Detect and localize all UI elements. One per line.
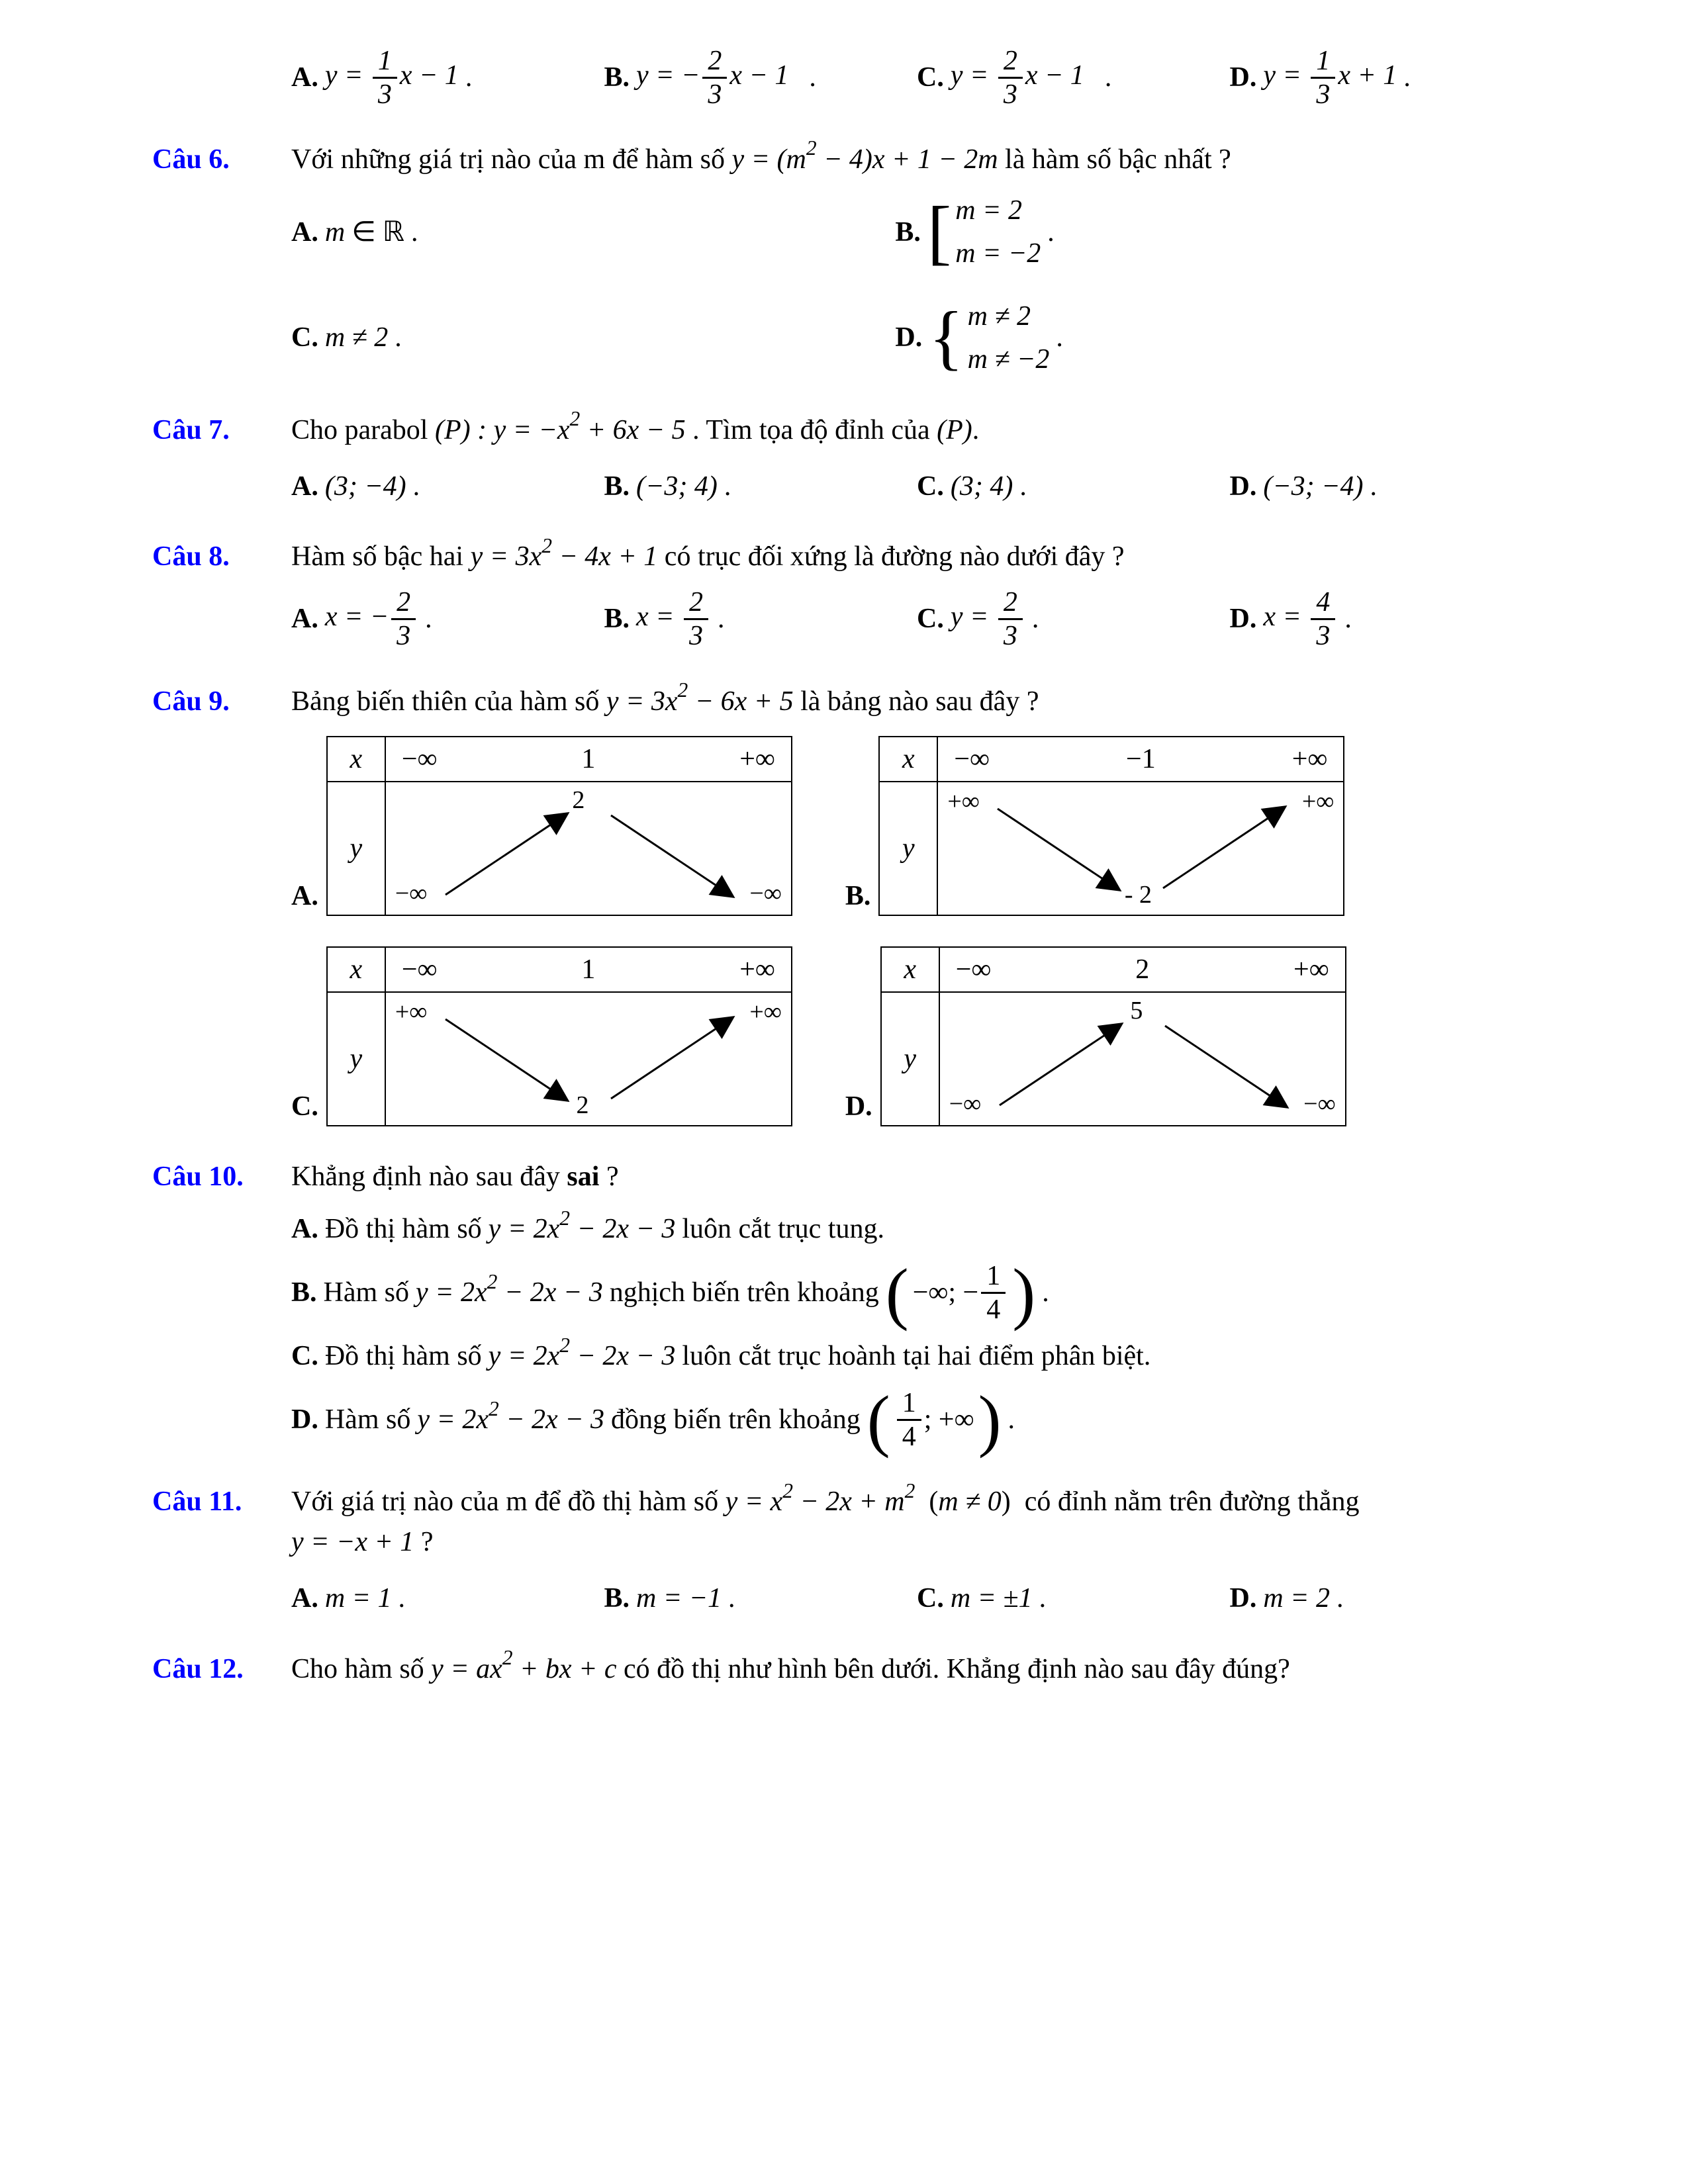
q5-opt-d: D. y = 13x + 1 .	[1230, 46, 1536, 109]
q8: Câu 8. Hàm số bậc hai y = 3x2 − 4x + 1 c…	[152, 537, 1536, 651]
q5-options: A. y = 13x − 1 . B. y = −23x − 1 . C. y …	[291, 46, 1536, 109]
chart-up-icon	[386, 993, 790, 1125]
q11-options: A. m = 1 . B. m = −1 . C. m = ±1 . D. m …	[291, 1578, 1536, 1619]
q9-lbl-b: B.	[845, 876, 871, 917]
q5-opt-c: C. y = 23x − 1 .	[917, 46, 1223, 109]
q8-opt-d: D. x = 43.	[1230, 588, 1536, 651]
q10-opt-a: A. Đồ thị hàm số y = 2x2 − 2x − 3 luôn c…	[291, 1209, 1536, 1250]
q9-table-d: x −∞ 2 +∞ y 5 −∞ −∞	[880, 946, 1346, 1126]
q5-opt-b: B. y = −23x − 1 .	[604, 46, 911, 109]
q6-opt-a: A. m ∈ ℝ .	[291, 191, 888, 274]
q9-lbl-a: A.	[291, 876, 318, 917]
q12: Câu 12. Cho hàm số y = ax2 + bx + c có đ…	[152, 1649, 1536, 1700]
q10-opt-c: C. Đồ thị hàm số y = 2x2 − 2x − 3 luôn c…	[291, 1336, 1536, 1377]
q6-opt-b: B. [ m = 2 m = −2 .	[895, 191, 1492, 274]
q9-label: Câu 9.	[152, 682, 291, 722]
q10: Câu 10. Khẳng định nào sau đây sai ? A. …	[152, 1157, 1536, 1451]
q11-opt-c: C. m = ±1 .	[917, 1578, 1223, 1619]
q7-label: Câu 7.	[152, 410, 291, 451]
q6-opt-d: D. { m ≠ 2 m ≠ −2 .	[895, 296, 1492, 380]
q11: Câu 11. Với giá trị nào của m để đồ thị …	[152, 1482, 1536, 1619]
q11-opt-b: B. m = −1 .	[604, 1578, 911, 1619]
q10-label: Câu 10.	[152, 1157, 291, 1197]
q9-prompt: Bảng biến thiên của hàm số y = 3x2 − 6x …	[291, 682, 1536, 722]
q11-prompt: Với giá trị nào của m để đồ thị hàm số y…	[291, 1482, 1536, 1563]
q7-options: A. (3; −4) . B.(−3; 4) . C.(3; 4) . D. (…	[291, 467, 1536, 507]
q8-opt-b: B. x = 23.	[604, 588, 911, 651]
q9-row2: C. x −∞ 1 +∞ y +∞ +∞	[291, 946, 1536, 1126]
q10-opt-d: D. Hàm số y = 2x2 − 2x − 3 đồng biến trê…	[291, 1388, 1536, 1451]
q5-opt-a: A. y = 13x − 1 .	[291, 46, 598, 109]
q9-table-b: x −∞ −1 +∞ y +∞ +∞ - 2	[878, 736, 1344, 916]
q6: Câu 6. Với những giá trị nào của m để hà…	[152, 140, 1536, 379]
q9-table-a: x −∞ 1 +∞ y 2 −∞ −∞	[326, 736, 792, 916]
q7-opt-c: C.(3; 4) .	[917, 467, 1223, 507]
q8-opt-c: C. y = 23.	[917, 588, 1223, 651]
q9-row1: A. x −∞ 1 +∞ y 2 −∞	[291, 736, 1536, 916]
q6-row2: C. m ≠ 2 . D. { m ≠ 2 m ≠ −2 .	[291, 296, 1536, 380]
chart-down-icon	[386, 782, 790, 915]
q9-lbl-c: C.	[291, 1087, 318, 1127]
q7-opt-a: A. (3; −4) .	[291, 467, 598, 507]
q9-table-c: x −∞ 1 +∞ y +∞ +∞ 2	[326, 946, 792, 1126]
q11-label: Câu 11.	[152, 1482, 291, 1522]
q11-opt-a: A. m = 1 .	[291, 1578, 598, 1619]
chart-up-icon	[938, 782, 1342, 915]
q6-opt-c: C. m ≠ 2 .	[291, 296, 888, 380]
q10-opt-b: B. Hàm số y = 2x2 − 2x − 3 nghịch biến t…	[291, 1261, 1536, 1324]
q8-prompt: Hàm số bậc hai y = 3x2 − 4x + 1 có trục …	[291, 537, 1536, 577]
q6-prompt: Với những giá trị nào của m để hàm số y …	[291, 140, 1536, 180]
q10-prompt: Khẳng định nào sau đây sai ?	[291, 1157, 1536, 1197]
q9: Câu 9. Bảng biến thiên của hàm số y = 3x…	[152, 682, 1536, 1127]
q6-row1: A. m ∈ ℝ . B. [ m = 2 m = −2 .	[291, 191, 1536, 274]
q12-label: Câu 12.	[152, 1649, 291, 1690]
q7-opt-d: D. (−3; −4) .	[1230, 467, 1536, 507]
q7-prompt: Cho parabol (P) : y = −x2 + 6x − 5 . Tìm…	[291, 410, 1536, 451]
q8-options: A. x = −23. B. x = 23. C. y = 23. D. x =…	[291, 588, 1536, 651]
q12-prompt: Cho hàm số y = ax2 + bx + c có đồ thị nh…	[291, 1649, 1536, 1690]
q7-opt-b: B.(−3; 4) .	[604, 467, 911, 507]
q9-lbl-d: D.	[845, 1087, 872, 1127]
q7: Câu 7. Cho parabol (P) : y = −x2 + 6x − …	[152, 410, 1536, 507]
q11-opt-d: D. m = 2 .	[1230, 1578, 1536, 1619]
q6-label: Câu 6.	[152, 140, 291, 180]
chart-down-icon	[940, 993, 1344, 1125]
q8-label: Câu 8.	[152, 537, 291, 577]
q8-opt-a: A. x = −23.	[291, 588, 598, 651]
